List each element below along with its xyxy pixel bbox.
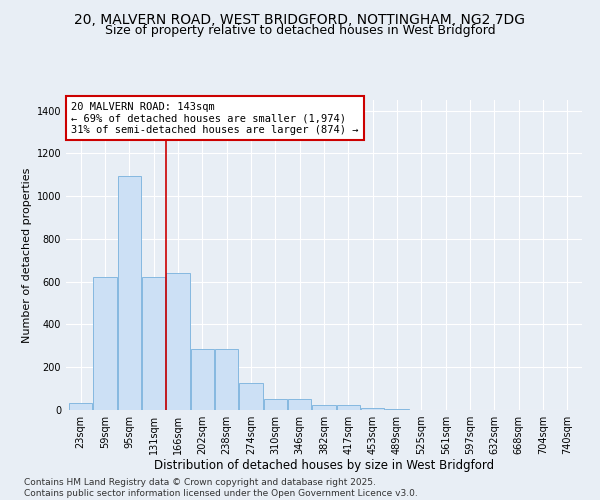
Bar: [69, 402, 92, 410]
Bar: [361, 408, 384, 410]
Bar: [118, 176, 141, 410]
Bar: [215, 349, 238, 410]
Bar: [313, 406, 335, 410]
Bar: [288, 400, 311, 410]
Text: 20 MALVERN ROAD: 143sqm
← 69% of detached houses are smaller (1,974)
31% of semi: 20 MALVERN ROAD: 143sqm ← 69% of detache…: [71, 102, 359, 134]
Bar: [142, 278, 165, 410]
Bar: [337, 406, 360, 410]
Text: Contains HM Land Registry data © Crown copyright and database right 2025.
Contai: Contains HM Land Registry data © Crown c…: [24, 478, 418, 498]
Text: Size of property relative to detached houses in West Bridgford: Size of property relative to detached ho…: [104, 24, 496, 37]
Bar: [385, 409, 409, 410]
Bar: [191, 349, 214, 410]
Y-axis label: Number of detached properties: Number of detached properties: [22, 168, 32, 342]
Text: 20, MALVERN ROAD, WEST BRIDGFORD, NOTTINGHAM, NG2 7DG: 20, MALVERN ROAD, WEST BRIDGFORD, NOTTIN…: [74, 12, 526, 26]
X-axis label: Distribution of detached houses by size in West Bridgford: Distribution of detached houses by size …: [154, 458, 494, 471]
Bar: [239, 384, 263, 410]
Bar: [264, 400, 287, 410]
Bar: [94, 278, 116, 410]
Bar: [166, 273, 190, 410]
